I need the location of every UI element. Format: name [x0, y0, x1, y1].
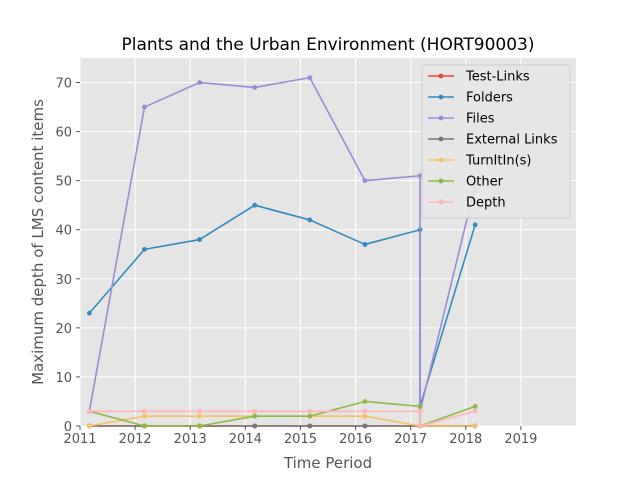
- x-tick-label: 2015: [284, 432, 317, 447]
- x-tick-label: 2019: [504, 432, 537, 447]
- y-tick-label: 30: [55, 273, 72, 288]
- legend-swatch-marker: [438, 94, 444, 100]
- legend-box: [421, 64, 571, 219]
- y-tick-label: 70: [55, 77, 72, 92]
- legend: Test-Links Folders Files External Links Turn…: [421, 64, 571, 219]
- legend-label: Depth: [466, 196, 506, 211]
- series-point: [472, 222, 478, 228]
- x-axis-ticks: 2011 2012 2013 2014 2015 2016 2017 2018 2019: [63, 426, 537, 447]
- legend-swatch-marker: [438, 136, 444, 142]
- series-point: [142, 104, 147, 110]
- series-point: [417, 408, 423, 414]
- x-tick-label: 2011: [63, 432, 96, 447]
- series-point: [197, 237, 202, 242]
- series-point: [307, 408, 313, 414]
- series-point: [197, 80, 202, 85]
- y-tick-label: 60: [55, 126, 72, 141]
- legend-label: External Links: [466, 133, 558, 148]
- x-tick-label: 2016: [339, 432, 372, 447]
- legend-swatch-marker: [438, 178, 444, 184]
- series-point: [472, 423, 478, 429]
- legend-swatch-marker: [438, 199, 444, 205]
- series-point: [252, 413, 258, 419]
- series-point: [197, 423, 202, 429]
- series-point: [307, 217, 313, 223]
- series-point: [417, 403, 423, 409]
- x-tick-label: 2014: [229, 432, 262, 447]
- series-point: [362, 408, 368, 414]
- legend-label: Test-Links: [465, 70, 530, 85]
- series-layer: [86, 75, 478, 429]
- series-point: [142, 408, 147, 414]
- series-point: [252, 423, 258, 429]
- series-point: [472, 403, 478, 409]
- series-point: [362, 423, 368, 429]
- x-tick-label: 2018: [449, 432, 482, 447]
- series-point: [252, 408, 258, 414]
- series-point: [142, 246, 147, 252]
- y-tick-label: 40: [55, 224, 72, 239]
- series-point: [86, 408, 92, 414]
- series-point: [307, 75, 313, 81]
- y-tick-label: 20: [55, 322, 72, 337]
- x-tick-label: 2012: [119, 432, 152, 447]
- series-point: [252, 85, 258, 90]
- series-point: [197, 413, 202, 419]
- series-point: [307, 423, 313, 429]
- series-point: [417, 173, 423, 179]
- x-tick-label: 2017: [394, 432, 427, 447]
- legend-label: Folders: [466, 91, 513, 106]
- series-point: [86, 310, 92, 316]
- legend-label: TurnItIn(s): [465, 154, 531, 169]
- series-point: [307, 413, 313, 419]
- legend-swatch-marker: [438, 73, 444, 79]
- x-tick-label: 2013: [174, 432, 207, 447]
- legend-swatch-marker: [438, 157, 444, 163]
- x-axis-label: Time Period: [283, 454, 372, 472]
- series-point: [362, 178, 368, 184]
- legend-swatch-marker: [438, 115, 444, 121]
- y-tick-label: 0: [64, 420, 72, 435]
- y-tick-label: 10: [55, 371, 72, 386]
- series-point: [417, 423, 423, 429]
- series-point: [142, 413, 147, 419]
- chart-title: Plants and the Urban Environment (HORT90…: [121, 35, 534, 55]
- series-point: [472, 408, 478, 414]
- series-point: [86, 423, 92, 429]
- legend-label: Other: [466, 175, 504, 190]
- y-axis-label: Maximum depth of LMS content items: [29, 99, 47, 385]
- legend-label: Files: [466, 112, 495, 127]
- series-point: [362, 242, 368, 247]
- series-point: [142, 423, 147, 429]
- y-tick-label: 50: [55, 175, 72, 190]
- y-axis-ticks: 0 10 20 30 40 50 60 70: [55, 77, 80, 435]
- series-point: [197, 408, 202, 414]
- series-point: [362, 399, 368, 404]
- series-point: [252, 202, 258, 208]
- series-point: [362, 413, 368, 419]
